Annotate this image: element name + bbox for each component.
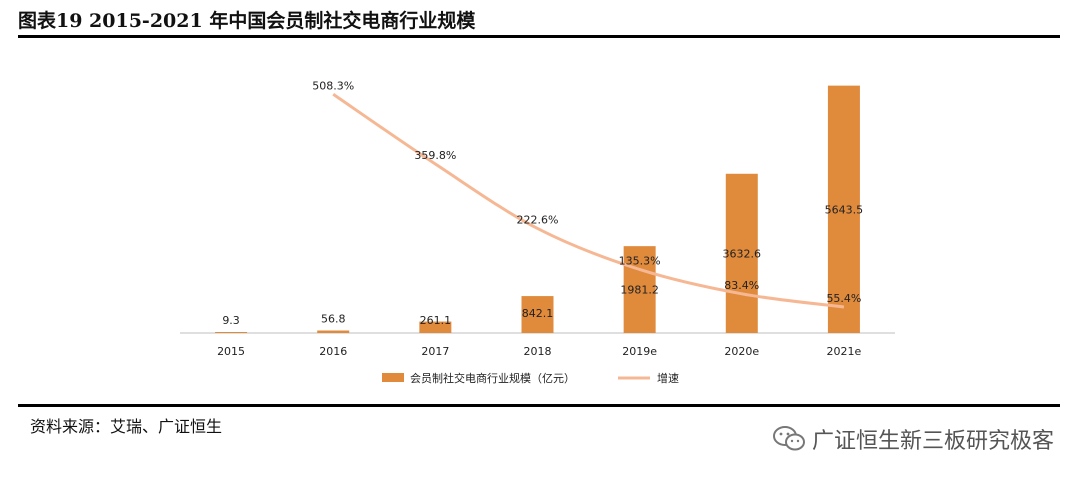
source-note: 资料来源：艾瑞、广证恒生 — [30, 417, 223, 436]
x-tick-label: 2016 — [319, 345, 347, 358]
chart: 508.3% 359.8% 222.6% 135.3% 83.4% 55.4% 9.3 56… — [180, 79, 895, 385]
growth-rate-label: 222.6% — [517, 213, 559, 226]
bottom-rule — [18, 404, 1060, 407]
x-tick-label: 2017 — [421, 345, 449, 358]
x-tick-label: 2019e — [622, 345, 657, 358]
top-rule — [18, 35, 1060, 38]
growth-line — [332, 93, 845, 309]
x-tick-label: 2021e — [827, 345, 862, 358]
chart-title: 图表19 2015-2021 年中国会员制社交电商行业规模 — [18, 10, 476, 32]
legend-bar-swatch — [382, 373, 404, 382]
bar-2019e — [623, 246, 656, 333]
bar-value-label: 3632.6 — [723, 247, 762, 260]
growth-rate-label: 508.3% — [312, 79, 354, 92]
watermark: 广证恒生新三板研究极客 — [772, 423, 1054, 455]
x-tick-label: 2015 — [217, 345, 245, 358]
legend-bar-label: 会员制社交电商行业规模（亿元） — [410, 371, 575, 385]
bar-value-label: 261.1 — [420, 314, 452, 327]
growth-rate-label: 135.3% — [619, 254, 661, 267]
x-tick-label: 2020e — [724, 345, 759, 358]
bar-value-label: 842.1 — [522, 307, 554, 320]
wechat-icon — [772, 426, 805, 451]
tick-layer: 2015 2016 2017 2018 2019e 2020e 2021e — [217, 345, 861, 358]
bar-value-label: 5643.5 — [825, 203, 864, 216]
label-layer: 9.3 56.8 261.1 842.1 1981.2 3632.6 5643.5 — [222, 203, 863, 327]
growth-rate-label: 55.4% — [826, 292, 861, 305]
bar-2021e — [827, 85, 860, 333]
bar-2018 — [521, 296, 554, 333]
bar-2020e — [725, 173, 758, 333]
bar-2017 — [419, 321, 452, 333]
growth-rate-label: 83.4% — [724, 279, 759, 292]
bars-layer — [215, 85, 860, 333]
legend: 会员制社交电商行业规模（亿元） 增速 — [382, 371, 679, 385]
line-layer: 508.3% 359.8% 222.6% 135.3% 83.4% 55.4% — [312, 79, 861, 309]
bar-2016 — [317, 330, 350, 333]
bar-value-label: 9.3 — [222, 314, 240, 327]
bar-value-label: 56.8 — [321, 313, 346, 326]
legend-line-label: 增速 — [657, 371, 679, 385]
watermark-text: 广证恒生新三板研究极客 — [811, 429, 1054, 454]
growth-rate-label: 359.8% — [414, 149, 456, 162]
bar-value-label: 1981.2 — [620, 284, 659, 297]
x-tick-label: 2018 — [524, 345, 552, 358]
bar-2015 — [215, 332, 248, 333]
